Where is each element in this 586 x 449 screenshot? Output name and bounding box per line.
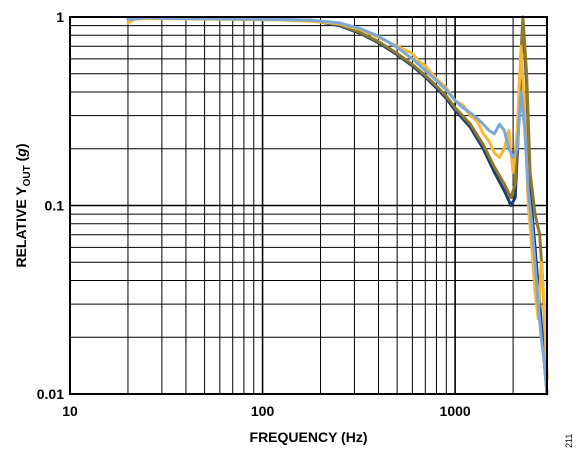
y-axis-title-paren: (	[13, 156, 29, 165]
x-axis-title: FREQUENCY (Hz)	[250, 429, 368, 445]
series-line-4	[126, 16, 549, 396]
series-lines	[126, 15, 549, 396]
y-axis-title-main: RELATIVE Y	[13, 186, 29, 268]
y-axis-title-subscript: OUT	[22, 165, 33, 186]
grid	[70, 17, 547, 394]
y-tick-label: 0.01	[37, 386, 64, 402]
figure-id-label: 211	[564, 434, 574, 448]
x-tick-label: 10	[62, 403, 78, 419]
tick-labels: 10 100 1000 1 0.1 0.01	[37, 9, 471, 419]
y-axis-title: RELATIVE YOUT (g)	[13, 143, 33, 267]
y-tick-label: 1	[56, 9, 64, 25]
plot-frame	[69, 16, 548, 395]
x-tick-label: 100	[251, 403, 275, 419]
y-tick-label: 0.1	[45, 198, 65, 214]
series-line-3	[126, 17, 549, 381]
y-axis-title-unit: g	[13, 148, 29, 158]
series-line-2	[126, 15, 549, 381]
y-axis-title-close: )	[13, 143, 29, 148]
x-tick-label: 1000	[440, 403, 471, 419]
